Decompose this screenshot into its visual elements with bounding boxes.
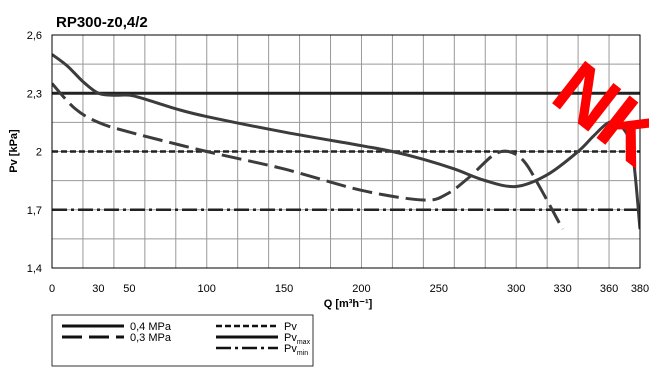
x-ticks: 0 30 50 100 150 200 250 300 330 360 380 <box>49 283 649 295</box>
x-tick-label-1: 30 <box>92 283 104 295</box>
x-tick-label-5: 200 <box>352 283 370 295</box>
x-tick-label-3: 100 <box>198 283 216 295</box>
y-tick-label-0: 1,4 <box>27 263 42 275</box>
legend-label-a0: 0,4 MPa <box>130 321 172 333</box>
x-tick-label-8: 330 <box>553 283 571 295</box>
y-tick-label-3: 2,3 <box>27 88 42 100</box>
y-tick-label-1: 1,7 <box>27 205 42 217</box>
x-tick-label-4: 150 <box>275 283 293 295</box>
x-tick-label-0: 0 <box>49 283 55 295</box>
watermark-text: NK <box>538 44 649 183</box>
chart-title: RP300-z0,4/2 <box>56 14 148 31</box>
x-tick-label-7: 300 <box>507 283 525 295</box>
x-tick-label-9: 360 <box>600 283 618 295</box>
series-line-0 <box>52 53 640 230</box>
series-line-1 <box>52 82 564 230</box>
reference-lines <box>52 91 640 211</box>
legend-box <box>51 314 314 367</box>
x-tick-label-10: 380 <box>631 283 649 295</box>
x-tick-label-6: 250 <box>430 283 448 295</box>
x-tick-label-2: 50 <box>123 283 135 295</box>
watermark: NK <box>538 44 649 183</box>
plot-frame <box>51 34 641 269</box>
legend-label-a1: 0,3 MPa <box>130 332 172 344</box>
legend-label-b0: Pv <box>284 321 297 333</box>
curves <box>52 53 640 230</box>
x-axis-label: Q [m³h⁻¹] <box>324 298 373 310</box>
y-tick-label-4: 2,6 <box>27 30 42 42</box>
y-tick-label-2: 2 <box>36 147 42 159</box>
y-axis-label: Pv [kPa] <box>8 129 20 173</box>
y-ticks: 1,4 1,7 2 2,3 2,6 <box>27 30 42 275</box>
